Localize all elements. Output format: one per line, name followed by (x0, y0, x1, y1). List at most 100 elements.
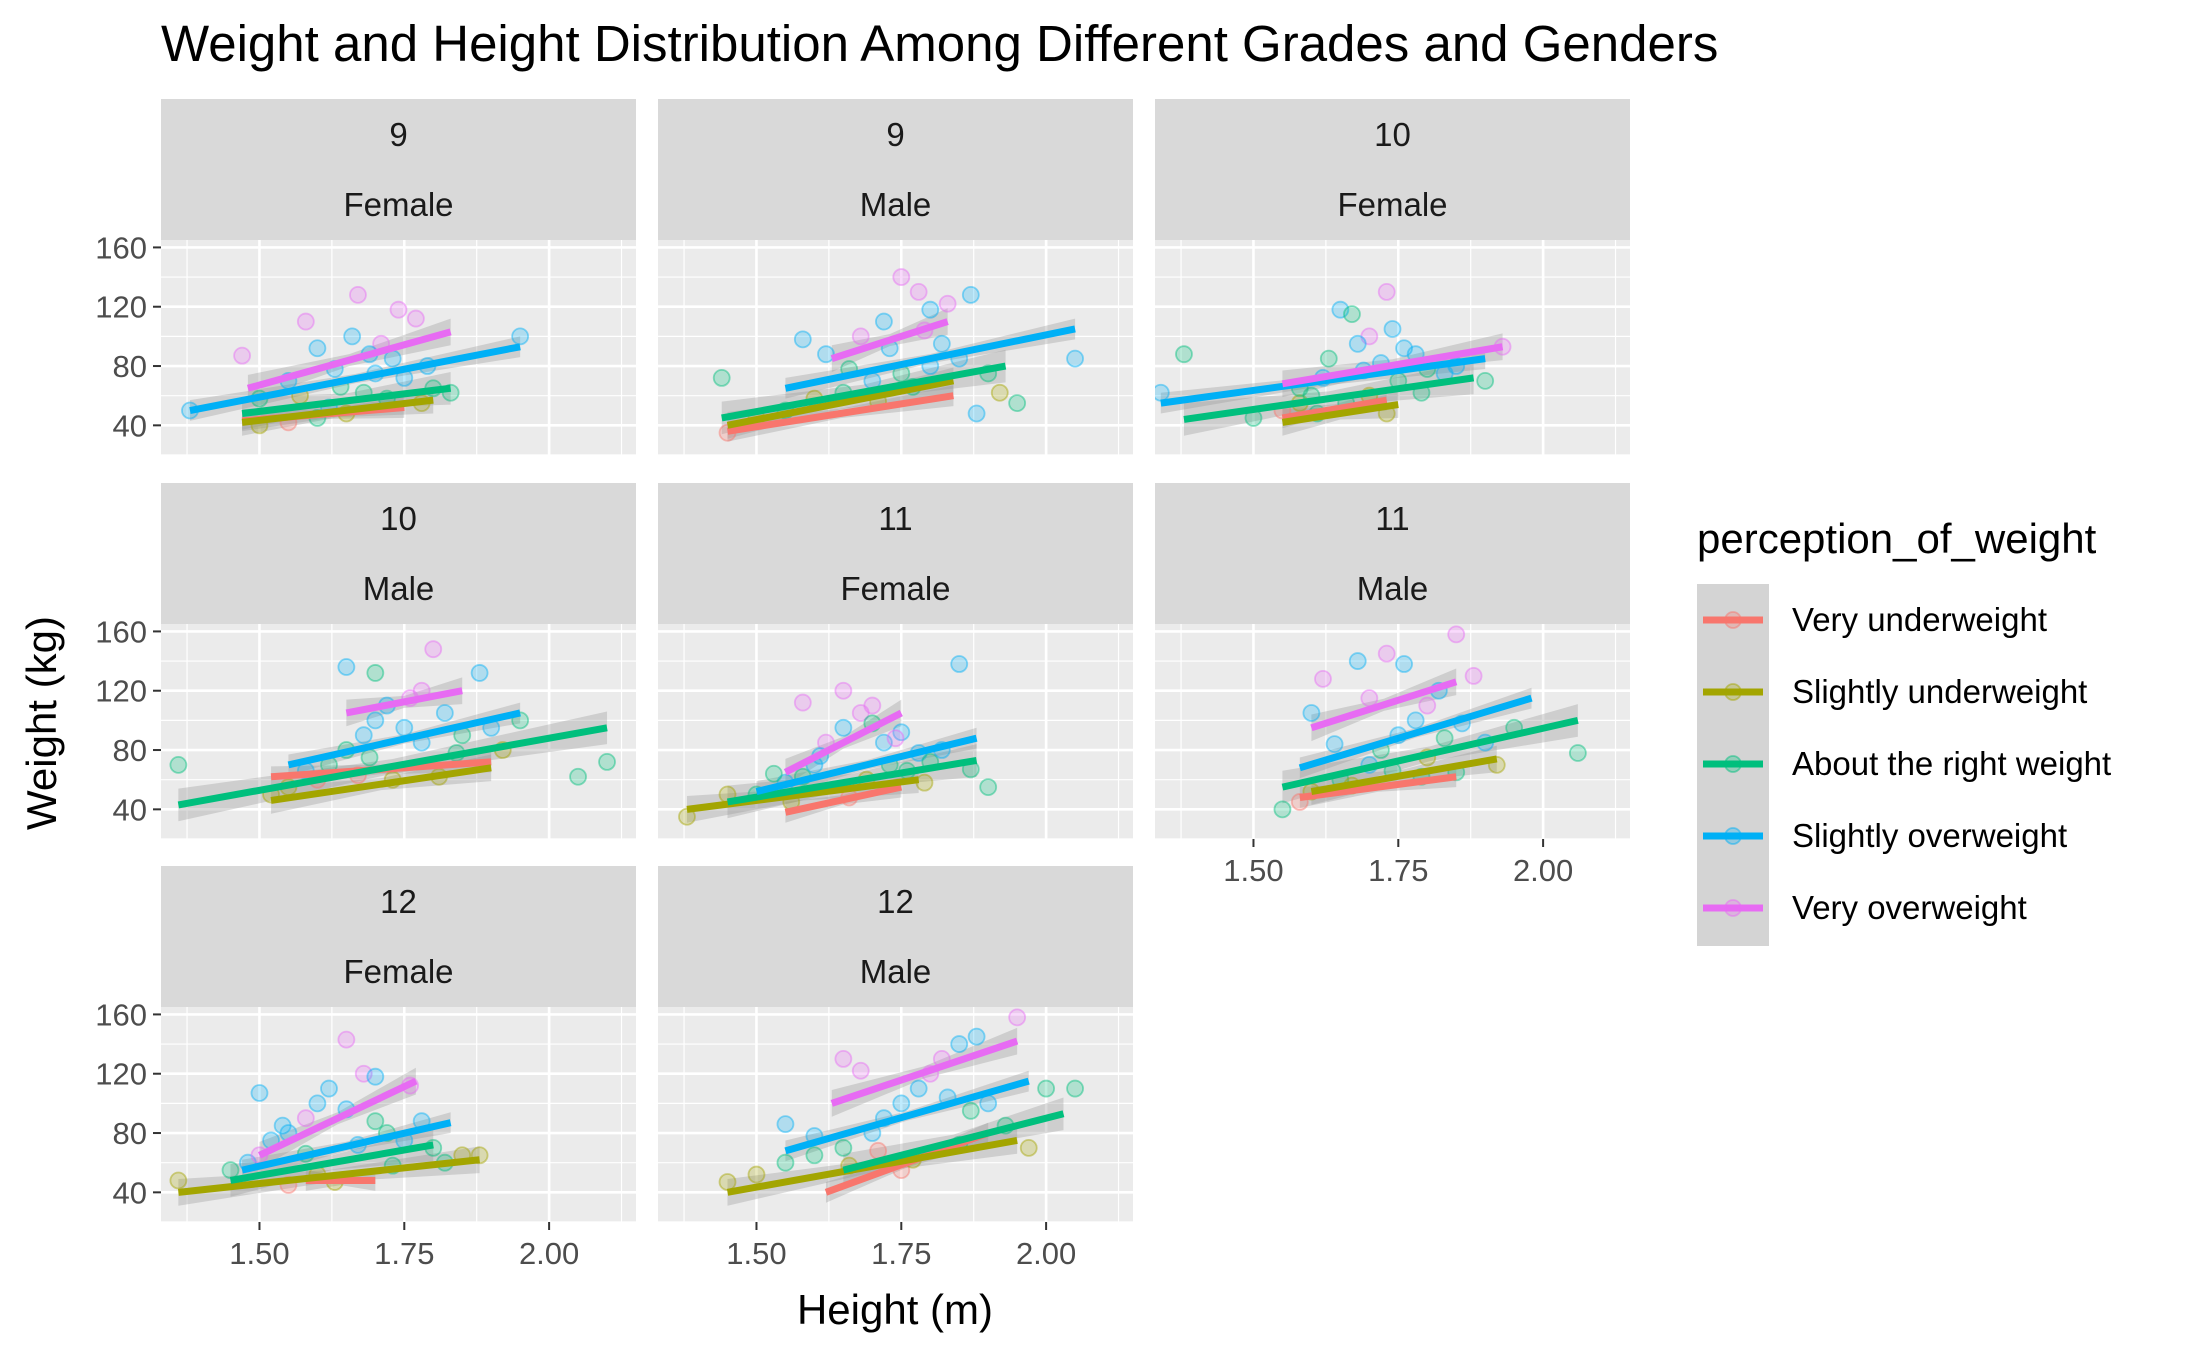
data-point (1447, 625, 1466, 644)
regression-line (1310, 755, 1498, 795)
x-tick-label: 1.75 (1368, 853, 1428, 888)
data-point (979, 778, 998, 797)
data-point (406, 309, 425, 328)
regression-line (1160, 355, 1486, 407)
data-point (511, 327, 530, 346)
plot-panel-background (161, 624, 636, 839)
data-point (990, 383, 1009, 402)
data-point (712, 368, 731, 387)
data-point (1008, 394, 1027, 413)
data-point (793, 693, 812, 712)
regression-line (189, 343, 521, 414)
facet-strip-gender-label: Female (343, 953, 453, 990)
regression-line (270, 764, 492, 804)
panel-content (169, 1030, 489, 1206)
data-point (598, 752, 616, 771)
y-tick-label: 80 (113, 349, 147, 384)
x-tick-label: 2.00 (1513, 853, 1573, 888)
facet-panel-grade-10-male: 10 Male 40 80 120 160 (95, 483, 636, 840)
data-point (1435, 729, 1454, 748)
regression-line (1299, 773, 1457, 801)
data-point (863, 696, 882, 715)
legend-entry-label: About the right weight (1792, 745, 2111, 782)
data-point (1155, 383, 1170, 402)
facet-panel-grade-9-female: 9 Female 40 80 120 160 (95, 99, 636, 456)
data-point (169, 1171, 188, 1190)
x-tick-label: 1.75 (871, 1236, 931, 1271)
data-point (718, 1173, 737, 1191)
y-tick-label: 120 (95, 674, 147, 709)
data-point (343, 327, 362, 346)
plot-panel-background (1155, 240, 1630, 455)
data-point (932, 334, 951, 353)
x-tick-label: 1.50 (726, 1236, 786, 1271)
data-point (1343, 305, 1361, 324)
legend-title: perception_of_weight (1697, 515, 2097, 562)
data-point (967, 404, 986, 423)
regression-line (755, 734, 978, 795)
facet-strip-gender-label: Male (1357, 570, 1429, 607)
data-point (435, 704, 454, 722)
data-point (892, 1094, 911, 1113)
data-point (1302, 704, 1321, 722)
legend-entry-label: Very underweight (1792, 601, 2047, 638)
data-point (793, 330, 812, 349)
data-point (221, 1161, 240, 1180)
data-point (967, 1027, 986, 1046)
regression-line (830, 318, 949, 362)
data-point (776, 1115, 795, 1134)
data-point (1314, 669, 1332, 688)
regression-line (241, 1119, 452, 1174)
y-axis-title: Weight (kg) (18, 616, 65, 830)
data-point (354, 726, 373, 745)
x-tick-label: 1.50 (229, 1236, 289, 1271)
data-point (1348, 334, 1367, 353)
facet-panels: 9 Female 40 80 120 160 9 Male 10 Female 10 Male 40 80… (95, 99, 1630, 1271)
data-point (1008, 1008, 1027, 1027)
regression-line (1281, 716, 1579, 791)
regression-line (726, 1137, 1018, 1196)
facet-strip-gender-label: Male (363, 570, 435, 607)
facet-strip-gender-label: Female (343, 186, 453, 223)
regression-line (830, 1037, 1019, 1107)
data-point (892, 268, 911, 286)
data-point (950, 1035, 969, 1053)
data-point (805, 1146, 824, 1165)
facet-strip (658, 866, 1133, 1007)
regression-line (241, 384, 452, 417)
data-point (1377, 282, 1396, 301)
facet-strip-grade-label: 10 (380, 500, 417, 537)
data-point (1348, 652, 1367, 670)
data-point (1464, 666, 1483, 685)
data-point (1476, 371, 1495, 390)
data-point (1325, 735, 1344, 754)
regression-line (1310, 678, 1458, 732)
facet-panel-grade-11-female: 11 Female (658, 483, 1133, 840)
y-tick-label: 120 (95, 1057, 147, 1092)
data-point (1066, 349, 1084, 368)
data-point (366, 711, 385, 730)
facet-panel-grade-9-male: 9 Male (658, 99, 1133, 456)
facet-strip-grade-label: 10 (1374, 116, 1411, 153)
regression-line (783, 709, 903, 776)
data-point (395, 718, 414, 737)
panel-content (1155, 282, 1512, 436)
regression-line (246, 328, 452, 392)
x-tick-label: 2.00 (519, 1236, 579, 1271)
regression-line (1281, 401, 1399, 426)
data-point (1331, 300, 1350, 319)
legend: perception_of_weight Very underweight Sli… (1697, 515, 2111, 946)
regression-line (1298, 694, 1533, 772)
facet-panel-grade-12-female: 12 Female 40 80 120 160 1.50 1.75 2.00 (95, 866, 636, 1271)
data-point (470, 664, 489, 682)
facet-panel-grade-12-male: 12 Male 1.50 1.75 2.00 (658, 866, 1133, 1271)
data-point (1406, 711, 1425, 730)
data-point (921, 300, 940, 319)
regression-line (178, 1156, 480, 1196)
regression-line (842, 1110, 1065, 1174)
panel-content (718, 1008, 1084, 1206)
data-point (320, 1079, 338, 1098)
regression-line (784, 783, 903, 816)
regression-line (686, 776, 920, 813)
regression-line (229, 1141, 434, 1184)
